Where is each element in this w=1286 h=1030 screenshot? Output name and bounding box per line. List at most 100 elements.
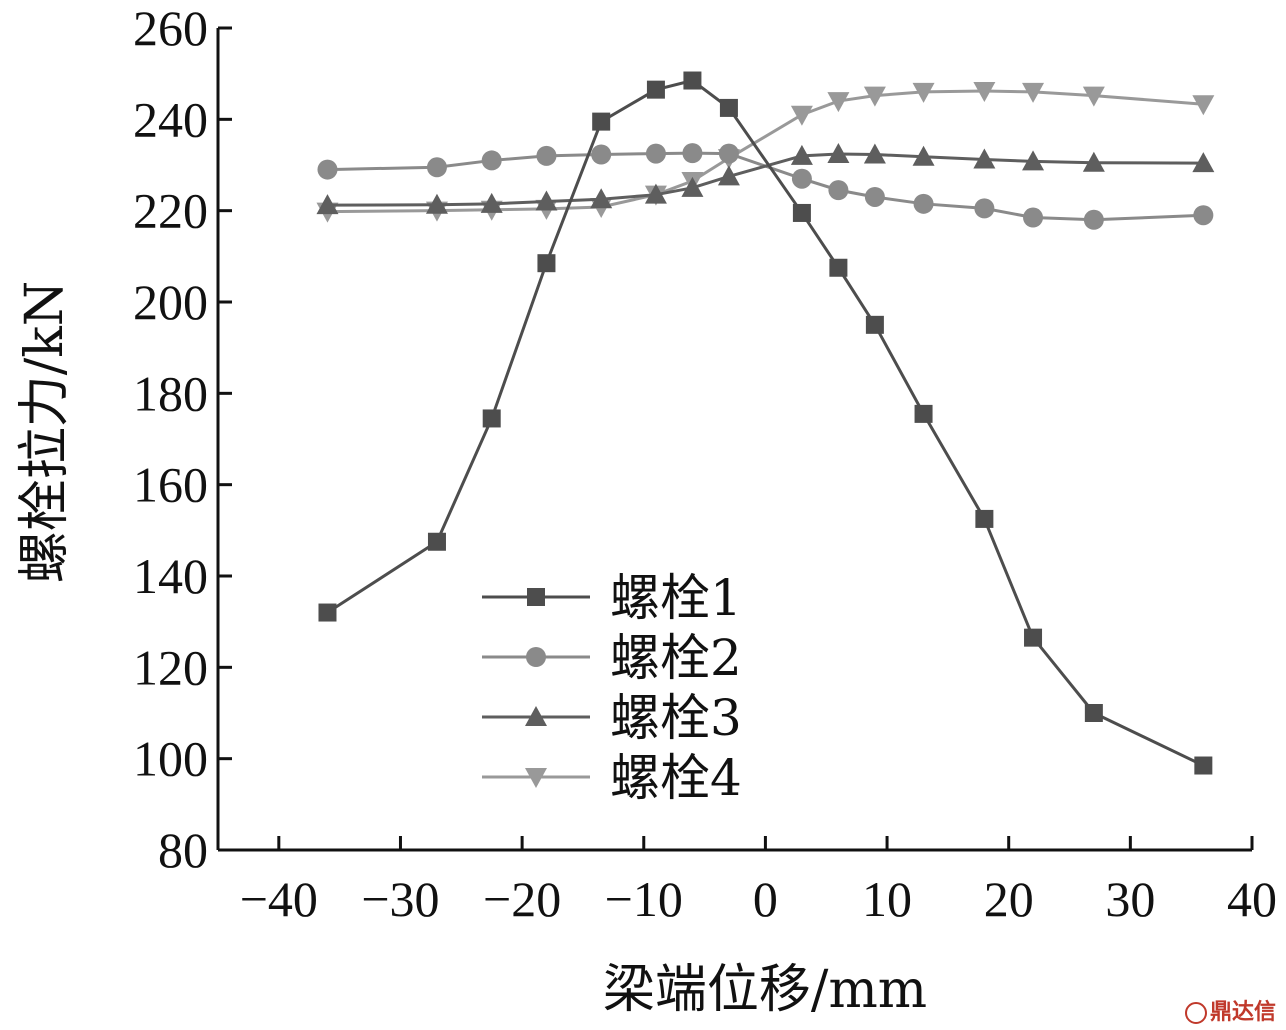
series-3-point	[1082, 151, 1105, 172]
series-2-point	[317, 159, 338, 180]
series-3-point	[912, 145, 935, 166]
legend-entry-2: 螺栓2	[482, 629, 742, 687]
y-tick-label: 80	[158, 822, 208, 878]
y-axis-title: 螺栓拉力/kN	[15, 281, 75, 584]
x-axis-title: 梁端位移/mm	[603, 960, 927, 1020]
series-1-point	[427, 532, 446, 551]
y-tick-label: 200	[133, 274, 208, 330]
series-1-point	[1194, 756, 1213, 775]
series-1-point	[1024, 628, 1043, 647]
series-2-point	[645, 143, 666, 164]
legend-label: 螺栓1	[610, 569, 742, 627]
legend-marker	[525, 706, 547, 726]
series-3-point	[590, 188, 613, 209]
y-tick-label: 100	[133, 731, 208, 787]
series-3-point	[790, 144, 813, 165]
series-2-point	[481, 150, 502, 171]
series-1-point	[975, 509, 994, 528]
x-tick-label: −20	[483, 871, 561, 927]
legend-entry-4: 螺栓4	[482, 749, 742, 807]
series-2-point	[974, 198, 995, 219]
series-2-point	[1083, 209, 1104, 230]
series-4-point	[1022, 82, 1045, 103]
x-tick-label: −10	[605, 871, 683, 927]
series-3-point	[1022, 150, 1045, 171]
legend-entry-3: 螺栓3	[482, 689, 742, 747]
series-4-point	[912, 82, 935, 103]
series-3-point	[644, 183, 667, 204]
series-1-point	[318, 603, 337, 622]
series-1-point	[792, 203, 811, 222]
series-3-point	[973, 148, 996, 169]
series-2-point	[1193, 205, 1214, 226]
series-4-point	[1192, 95, 1215, 116]
series-4-point	[827, 92, 850, 113]
series-1-point	[592, 112, 611, 131]
y-tick-label: 240	[133, 91, 208, 147]
y-tick-label: 120	[133, 639, 208, 695]
series-4-point	[973, 82, 996, 103]
series-3	[316, 143, 1215, 215]
series-4-line	[327, 89, 1204, 214]
series-3-point	[480, 192, 503, 213]
series-2-point	[718, 143, 739, 164]
series-4-point	[863, 86, 886, 107]
legend-marker	[525, 768, 547, 788]
x-tick-label: 10	[862, 871, 912, 927]
y-tick-label: 160	[133, 457, 208, 513]
series-1-point	[646, 80, 665, 99]
series-1	[318, 71, 1213, 775]
series-3-point	[863, 143, 886, 164]
series-2-point	[913, 193, 934, 214]
series-layer	[316, 71, 1215, 775]
y-tick-label: 180	[133, 365, 208, 421]
series-1-point	[1084, 704, 1103, 722]
y-tick-label: 220	[133, 183, 208, 239]
series-1-point	[482, 409, 501, 428]
x-tick-label: 0	[753, 871, 778, 927]
series-2-point	[426, 157, 447, 178]
series-4-point	[790, 105, 813, 126]
series-1-point	[683, 71, 702, 90]
watermark-logo-icon	[1184, 1002, 1207, 1024]
series-3-point	[535, 190, 558, 211]
series-3-point	[827, 143, 850, 164]
legend-label: 螺栓4	[610, 749, 742, 807]
series-1-point	[865, 315, 884, 334]
series-3-point	[681, 176, 704, 197]
x-tick-label: 20	[984, 871, 1034, 927]
series-2-point	[591, 144, 612, 165]
legend-entry-1: 螺栓1	[482, 569, 742, 627]
y-tick-label: 140	[133, 548, 208, 604]
series-3-point	[425, 193, 448, 214]
series-3-point	[316, 194, 339, 215]
series-2-point	[828, 180, 849, 201]
x-tick-label: −40	[240, 871, 318, 927]
series-4	[316, 82, 1215, 223]
legend-marker	[527, 588, 545, 606]
series-2-point	[864, 186, 885, 207]
legend-marker	[526, 647, 546, 667]
series-1-point	[914, 404, 933, 423]
series-2	[317, 143, 1214, 230]
series-1-line	[326, 78, 1204, 767]
series-4-point	[1082, 86, 1105, 107]
watermark: 鼎达信	[1184, 994, 1276, 1026]
series-2-point	[791, 168, 812, 189]
series-1-point	[719, 98, 738, 117]
series-3-point	[1192, 152, 1215, 173]
series-2-point	[536, 145, 557, 166]
watermark-text: 鼎达信	[1209, 1000, 1276, 1025]
y-tick-label: 260	[133, 0, 208, 56]
x-tick-label: 30	[1105, 871, 1155, 927]
series-3-line	[327, 152, 1204, 207]
series-2-point	[1023, 207, 1044, 228]
legend-label: 螺栓2	[610, 629, 742, 687]
legend-label: 螺栓3	[610, 689, 742, 747]
series-1-point	[537, 254, 556, 273]
x-tick-label: −30	[361, 871, 439, 927]
series-1-point	[829, 258, 848, 277]
